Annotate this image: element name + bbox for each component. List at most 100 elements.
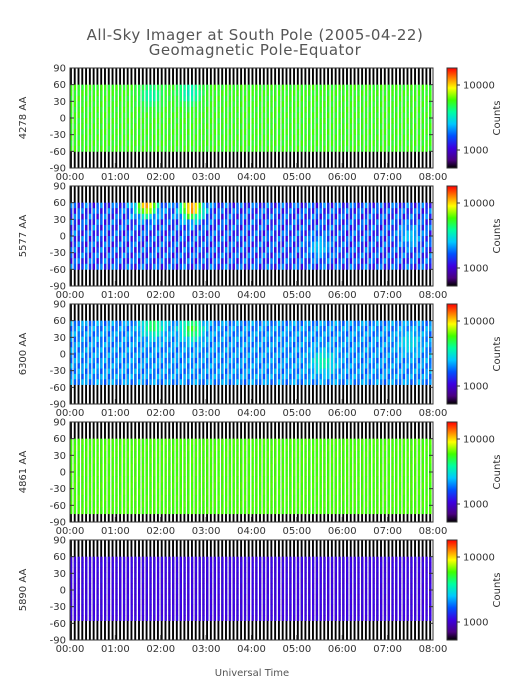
heatmap-cell bbox=[330, 469, 334, 477]
heatmap-cell bbox=[334, 482, 338, 490]
heatmap-cell bbox=[342, 252, 345, 259]
heatmap-cell bbox=[346, 106, 349, 113]
heatmap-cell bbox=[194, 457, 198, 465]
heatmap-cell bbox=[92, 331, 96, 338]
heatmap-cell bbox=[172, 145, 175, 152]
heatmap-cell bbox=[342, 494, 345, 502]
heatmap-cell bbox=[138, 219, 141, 226]
heatmap-cell bbox=[187, 208, 190, 215]
heatmap-cell bbox=[319, 501, 322, 508]
heatmap-cell bbox=[357, 202, 360, 209]
heatmap-cell bbox=[122, 494, 126, 502]
heatmap-cell bbox=[417, 101, 421, 108]
heatmap-cell bbox=[406, 247, 409, 254]
heatmap-cell bbox=[221, 230, 224, 237]
heatmap-cell bbox=[274, 368, 277, 375]
heatmap-cell bbox=[77, 444, 80, 452]
heatmap-cell bbox=[342, 95, 345, 102]
heatmap-cell bbox=[361, 90, 364, 97]
heatmap-cell bbox=[391, 95, 394, 102]
heatmap-cell bbox=[330, 219, 334, 226]
heatmap-cell bbox=[376, 476, 379, 483]
heatmap-cell bbox=[119, 469, 122, 477]
heatmap-cell bbox=[92, 451, 96, 458]
heatmap-cell bbox=[376, 213, 379, 220]
heatmap-cell bbox=[126, 252, 130, 259]
heatmap-cell bbox=[395, 325, 398, 332]
heatmap-cell bbox=[153, 252, 156, 259]
heatmap-cell bbox=[228, 95, 232, 102]
heatmap-cell bbox=[406, 363, 409, 369]
heatmap-cell bbox=[107, 202, 111, 209]
heatmap-cell bbox=[334, 501, 338, 508]
heatmap-cell bbox=[96, 241, 99, 248]
heatmap-cell bbox=[372, 494, 375, 502]
heatmap-cell bbox=[213, 325, 217, 332]
heatmap-cell bbox=[372, 219, 375, 226]
heatmap-cell bbox=[376, 145, 379, 152]
heatmap-cell bbox=[206, 352, 209, 359]
heatmap-cell bbox=[421, 95, 424, 102]
heatmap-cell bbox=[383, 373, 387, 380]
heatmap-cell bbox=[334, 145, 338, 152]
heatmap-cell bbox=[70, 363, 73, 369]
heatmap-cell bbox=[334, 202, 338, 209]
heatmap-cell bbox=[145, 219, 148, 226]
heatmap-cell bbox=[88, 373, 92, 380]
heatmap-cell bbox=[225, 363, 228, 369]
heatmap-cell bbox=[319, 469, 322, 477]
heatmap-cell bbox=[274, 444, 277, 452]
heatmap-cell bbox=[255, 507, 258, 515]
heatmap-cell bbox=[206, 106, 209, 113]
heatmap-cell bbox=[100, 95, 103, 102]
heatmap-cell bbox=[202, 357, 205, 364]
heatmap-cell bbox=[134, 258, 137, 265]
heatmap-cell bbox=[100, 457, 103, 465]
heatmap-cell bbox=[217, 145, 220, 152]
heatmap-cell bbox=[209, 457, 213, 465]
heatmap-cell bbox=[293, 224, 296, 231]
heatmap-cell bbox=[346, 213, 349, 220]
heatmap-cell bbox=[168, 379, 171, 385]
heatmap-cell bbox=[175, 95, 179, 102]
heatmap-cell bbox=[247, 213, 251, 220]
heatmap-cell bbox=[247, 90, 251, 97]
heatmap-cell bbox=[104, 325, 107, 332]
heatmap-cell bbox=[262, 101, 266, 108]
heatmap-cell bbox=[164, 224, 167, 231]
heatmap-cell bbox=[228, 469, 232, 477]
heatmap-cell bbox=[304, 202, 307, 209]
heatmap-cell bbox=[410, 213, 413, 220]
heatmap-cell bbox=[236, 118, 239, 124]
heatmap-cell bbox=[346, 352, 349, 359]
heatmap-cell bbox=[334, 236, 338, 242]
heatmap-cell bbox=[70, 90, 73, 97]
heatmap-cell bbox=[107, 236, 111, 242]
heatmap-cell bbox=[357, 451, 360, 458]
heatmap-cell bbox=[111, 373, 114, 380]
heatmap-cell bbox=[228, 208, 232, 215]
heatmap-cell bbox=[126, 129, 130, 136]
heatmap-cell bbox=[175, 84, 179, 91]
heatmap-cell bbox=[160, 140, 164, 147]
heatmap-cell bbox=[266, 236, 269, 242]
heatmap-cell bbox=[368, 507, 372, 515]
heatmap-cell bbox=[364, 230, 368, 237]
heatmap-cell bbox=[240, 507, 243, 515]
heatmap-cell bbox=[262, 90, 266, 97]
heatmap-cell bbox=[327, 368, 330, 375]
heatmap-cell bbox=[175, 444, 179, 452]
heatmap-cell bbox=[88, 241, 92, 248]
heatmap-cell bbox=[232, 352, 235, 359]
heatmap-cell bbox=[198, 368, 201, 375]
heatmap-cell bbox=[126, 236, 130, 242]
heatmap-cell bbox=[221, 140, 224, 147]
heatmap-cell bbox=[274, 463, 277, 471]
heatmap-cell bbox=[100, 101, 103, 108]
heatmap-cell bbox=[425, 129, 428, 136]
heatmap-cell bbox=[266, 325, 269, 332]
heatmap-cell bbox=[73, 106, 77, 113]
heatmap-cell bbox=[251, 444, 254, 452]
heatmap-cell bbox=[92, 347, 96, 354]
heatmap-cell bbox=[425, 140, 428, 147]
